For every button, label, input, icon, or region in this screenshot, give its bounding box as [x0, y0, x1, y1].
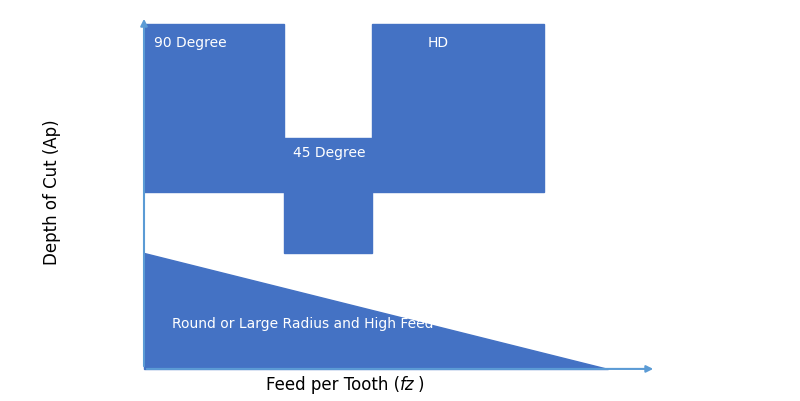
Text: 45 Degree: 45 Degree: [293, 146, 366, 160]
Text: Depth of Cut (Ap): Depth of Cut (Ap): [43, 119, 61, 265]
Text: fz: fz: [400, 376, 414, 394]
Bar: [372, 24, 544, 192]
Text: ): ): [418, 376, 424, 394]
Text: Round or Large Radius and High Feed: Round or Large Radius and High Feed: [172, 317, 434, 331]
Text: Feed per Tooth (: Feed per Tooth (: [266, 376, 400, 394]
Bar: [144, 24, 284, 192]
Text: 90 Degree: 90 Degree: [154, 36, 226, 50]
Bar: [284, 138, 372, 253]
Text: HD: HD: [428, 36, 449, 50]
Polygon shape: [144, 253, 608, 369]
